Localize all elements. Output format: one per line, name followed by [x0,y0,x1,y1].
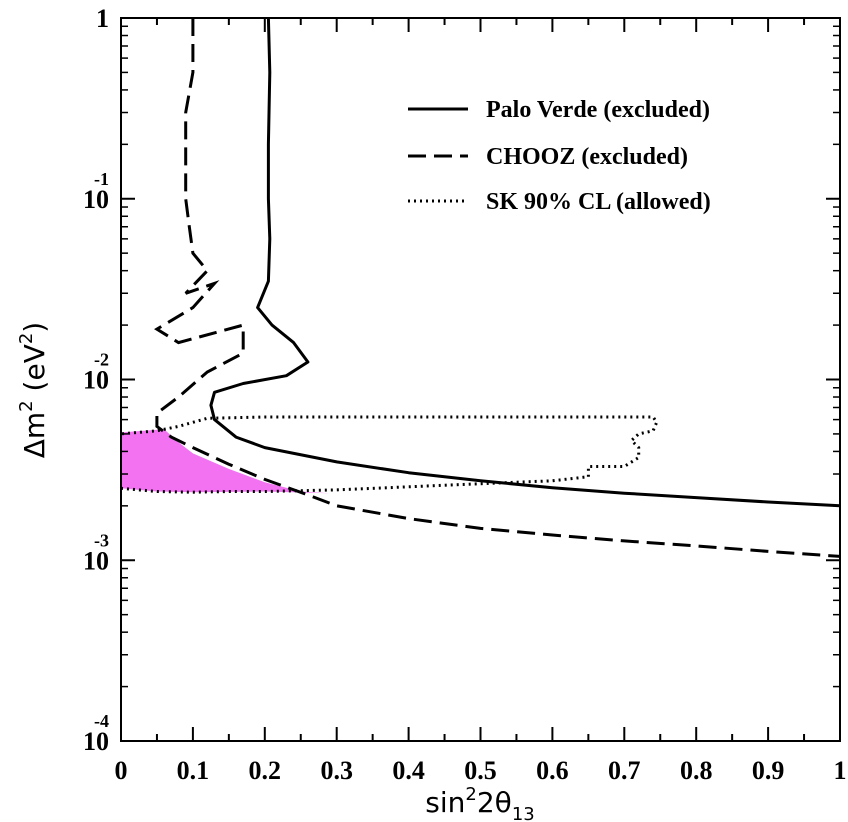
x-axis-title-sub: 13 [512,804,535,822]
y-axis-title-prefix: Δm [18,412,51,458]
y-tick-label: 10 [83,366,109,395]
y-tick-label: 10 [83,727,109,756]
legend-label-1: Palo Verde (excluded) [486,97,710,123]
x-tick-label: 1 [834,756,847,785]
x-axis-title-sup: 2 [465,784,476,805]
x-tick-label: 0.2 [249,756,282,785]
legend-label-3: SK 90% CL (allowed) [486,189,711,215]
x-tick-label: 0.6 [536,756,569,785]
x-tick-label: 0.1 [177,756,210,785]
series-line-3 [120,415,659,494]
x-tick-label: 0.8 [680,756,713,785]
x-tick-label: 0.7 [608,756,641,785]
ticks: 0 0.1 0.2 0.3 0.4 0.5 0.6 0.7 0.8 0.9 1110-110-210… [83,4,847,785]
x-axis-title-mid: 2θ [477,786,512,819]
y-axis-title-suffix: ) [18,322,51,333]
y-tick-label: 10 [83,546,109,575]
x-tick-label: 0.5 [464,756,497,785]
plot-frame [120,17,841,742]
y-axis-title-mid: (eV [18,344,51,400]
plot-area [120,17,841,558]
y-tick-label: 10 [83,185,109,214]
x-tick-label: 0 [115,756,128,785]
legend: Palo Verde (excluded) CHOOZ (excluded) SK … [408,97,711,215]
y-tick-label: 1 [96,4,109,33]
y-axis-title-sup1: 2 [16,400,37,411]
legend-label-2: CHOOZ (excluded) [486,144,688,170]
y-tick-exponent: -3 [94,530,109,550]
shaded-region [121,429,330,494]
x-tick-label: 0.4 [392,756,425,785]
y-tick-exponent: -1 [94,169,109,189]
y-axis-title-sup2: 2 [16,333,37,344]
x-tick-label: 0.3 [320,756,353,785]
y-axis-title: Δm2 (eV2) [16,322,51,459]
y-tick-exponent: -2 [94,350,109,370]
x-axis-title-prefix: sin [425,786,465,819]
y-tick-exponent: -4 [94,711,109,731]
x-axis-title: sin22θ13 [425,784,534,822]
series-line-2 [154,18,841,558]
series-line-1 [209,17,841,508]
x-tick-label: 0.9 [752,756,785,785]
